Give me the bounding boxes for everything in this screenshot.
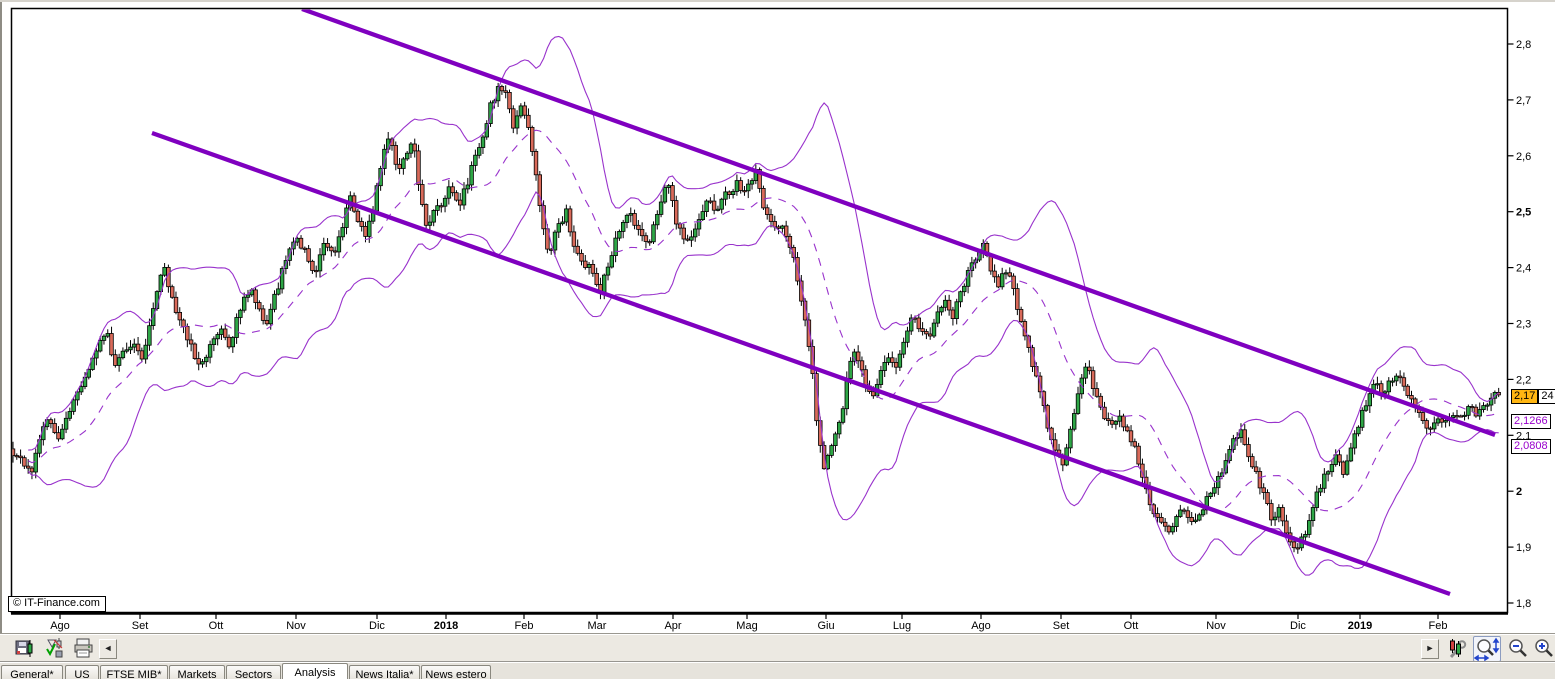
x-axis-label: Ott <box>1124 620 1139 632</box>
window-left-edge <box>0 0 3 633</box>
tab-sectors[interactable]: Sectors <box>226 665 281 679</box>
tab-ftse-mib[interactable]: FTSE MIB* <box>100 665 168 679</box>
workspace-tabs: General* US FTSE MIB* Markets Sectors An… <box>0 661 1555 679</box>
bollinger-lower-band <box>27 191 1499 576</box>
x-axis-label: Set <box>1053 620 1070 632</box>
y-axis-label: 2,8 <box>1516 39 1531 51</box>
x-axis-label: Set <box>132 620 149 632</box>
window-top-edge <box>0 0 1555 2</box>
plot-area[interactable] <box>11 9 1501 597</box>
y-axis-label: 2,2 <box>1516 374 1531 386</box>
x-axis-label: Feb <box>515 620 534 632</box>
print-icon[interactable] <box>72 637 94 659</box>
indicators-icon[interactable] <box>44 637 66 659</box>
chart-toolbar: ◄ ► <box>0 633 1555 662</box>
save-chart-icon[interactable] <box>14 637 36 659</box>
y-axis-label: 1,8 <box>1516 598 1531 610</box>
last-price-main: 2,17 <box>1511 389 1539 404</box>
y-axis-label: 2,7 <box>1516 95 1531 107</box>
y-axis-label: 1,9 <box>1516 542 1531 554</box>
chart-settings-icon[interactable] <box>1447 637 1469 659</box>
scroll-left-icon[interactable]: ◄ <box>99 639 117 659</box>
x-axis-label: Dic <box>369 620 385 632</box>
tab-general[interactable]: General* <box>1 665 63 679</box>
x-axis-label: Lug <box>893 620 911 632</box>
y-axis-label: 2,6 <box>1516 151 1531 163</box>
x-axis-label: Dic <box>1290 620 1306 632</box>
last-price-tag: 2,17 24 <box>1511 389 1555 404</box>
x-axis-label: 2018 <box>434 620 458 632</box>
tab-news-estero[interactable]: News estero <box>421 665 491 679</box>
channel-line-upper[interactable] <box>301 9 1496 438</box>
x-axis-label: Mar <box>588 620 607 632</box>
y-axis-label: 2 <box>1516 486 1522 498</box>
x-axis-label: Apr <box>664 620 681 632</box>
zoom-in-icon[interactable] <box>1533 637 1555 659</box>
tab-news-italia[interactable]: News Italia* <box>349 665 420 679</box>
x-axis-label: Nov <box>1206 620 1226 632</box>
tab-analysis[interactable]: Analysis <box>282 663 348 679</box>
x-axis-label: Giu <box>817 620 834 632</box>
y-axis-label: 2,5 <box>1516 207 1531 219</box>
scroll-right-icon[interactable]: ► <box>1421 639 1439 659</box>
x-axis-label: Feb <box>1429 620 1448 632</box>
x-axis-label: Ago <box>50 620 70 632</box>
bollinger-upper-band <box>28 35 1500 483</box>
bollinger-mid-tag: 2,1266 <box>1511 414 1551 429</box>
x-axis-label: 2019 <box>1348 620 1372 632</box>
tab-us[interactable]: US <box>65 665 99 679</box>
x-axis-label: Nov <box>286 620 306 632</box>
y-axis-label: 2,3 <box>1516 319 1531 331</box>
x-axis-label: Ago <box>971 620 991 632</box>
bollinger-lower-tag: 2,0808 <box>1511 439 1551 454</box>
tab-markets[interactable]: Markets <box>169 665 225 679</box>
x-axis-label: Ott <box>209 620 224 632</box>
candles <box>12 82 1501 554</box>
copyright-watermark: © IT-Finance.com <box>8 596 106 612</box>
chart-panel[interactable]: 2,8 2,7 2,6 2,5 2,4 2,3 2,2 2,1 2 1,9 1,8 Ago Set Ott… <box>3 2 1555 633</box>
y-axis-label: 2,4 <box>1516 263 1531 275</box>
channel-line-lower[interactable] <box>151 130 1451 597</box>
zoom-custom-icon[interactable] <box>1473 636 1501 662</box>
x-axis-label: Mag <box>736 620 757 632</box>
zoom-out-icon[interactable] <box>1507 637 1529 659</box>
last-price-frac: 24 <box>1538 389 1555 404</box>
